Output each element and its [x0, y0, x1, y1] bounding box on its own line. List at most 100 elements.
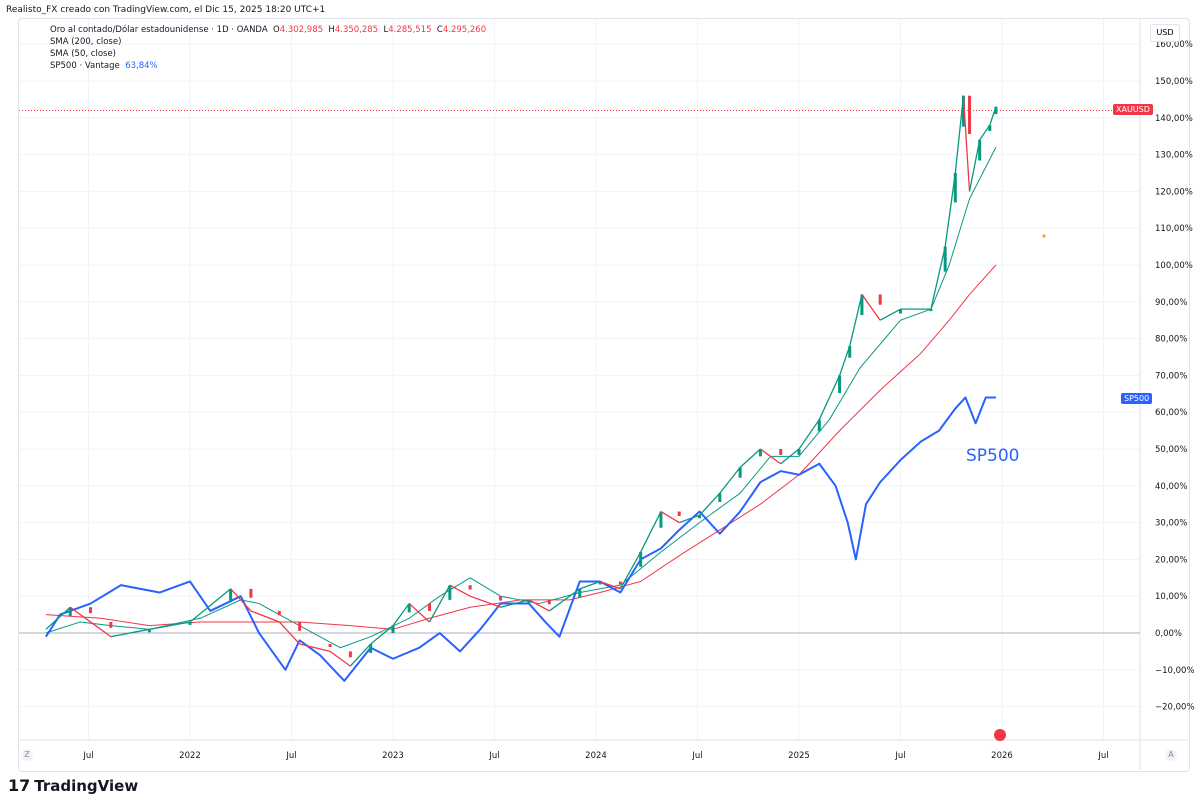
xauusd-candle [797, 449, 801, 455]
xauusd-candle [298, 621, 302, 631]
event-flag-icon [994, 729, 1006, 741]
xauusd-segment [739, 448, 761, 468]
xauusd-candle [369, 644, 373, 653]
xauusd-segment [719, 466, 741, 494]
xauusd-segment [278, 621, 301, 645]
x-tick-label: 2023 [382, 751, 404, 761]
xauusd-candle [929, 309, 933, 312]
xauusd-candle [953, 173, 957, 203]
chart-frame [18, 18, 1190, 772]
y-tick-label: 70,00% [1155, 371, 1187, 381]
xauusd-segment [579, 580, 601, 590]
x-tick-label: Jul [285, 751, 296, 761]
x-tick-label: 2024 [585, 751, 607, 761]
credit-line: Realisto_FX creado con TradingView.com, … [6, 5, 326, 15]
y-tick-label: 30,00% [1155, 519, 1187, 529]
xauusd-segment [780, 448, 800, 465]
sma50-line [45, 147, 997, 649]
xauusd-segment [599, 580, 621, 590]
xauusd-candle [860, 294, 864, 316]
xauusd-candle [779, 449, 783, 455]
xauusd-segment [299, 643, 331, 653]
high-value: 4.350,285 [334, 25, 379, 35]
xauusd-segment [349, 643, 372, 667]
close-value: 4.295,260 [442, 25, 487, 35]
xauusd-candle [988, 125, 992, 132]
xauusd-segment [230, 588, 252, 612]
xauusd-segment [930, 246, 946, 310]
xauusd-candle [89, 607, 93, 614]
xauusd-segment [149, 621, 191, 630]
xauusd-segment [528, 599, 550, 612]
y-tick-label: 20,00% [1155, 555, 1187, 565]
x-tick-label: Jul [1097, 751, 1108, 761]
xauusd-candle [618, 581, 622, 585]
xauusd-candle [738, 467, 742, 478]
zoom-left-button[interactable]: Z [21, 749, 33, 761]
legend-symbol[interactable]: Oro al contado/Dólar estadounidense · 1D… [50, 25, 268, 35]
sp500-price-tag: SP500 [1121, 393, 1153, 404]
xauusd-segment [69, 606, 91, 623]
xauusd-candle [943, 246, 947, 272]
auto-scale-button[interactable]: A [1165, 749, 1177, 761]
y-tick-label: 80,00% [1155, 335, 1187, 345]
xauusd-segment [838, 345, 851, 376]
xauusd-candle [109, 621, 113, 628]
x-tick-label: 2026 [991, 751, 1013, 761]
open-value: 4.302,985 [279, 25, 324, 35]
y-tick-label: 120,00% [1155, 187, 1193, 197]
xauusd-candle [848, 345, 852, 358]
xauusd-candle [899, 309, 902, 314]
xauusd-segment [968, 139, 981, 192]
legend-sp500: SP500 · Vantage [50, 61, 120, 71]
xauusd-segment [370, 625, 394, 645]
xauusd-candle [68, 607, 72, 617]
xauusd-segment [879, 308, 901, 321]
x-tick-label: 2022 [179, 751, 201, 761]
currency-button[interactable]: USD [1150, 24, 1180, 42]
y-tick-label: 100,00% [1155, 261, 1193, 271]
xauusd-candle [598, 581, 602, 585]
xauusd-segment [449, 584, 471, 597]
xauusd-candle [838, 375, 842, 394]
x-tick-label: Jul [691, 751, 702, 761]
xauusd-candle [348, 651, 352, 658]
tradingview-logo[interactable]: 𝟭𝟳 TradingView [8, 776, 138, 795]
sp500-line [45, 396, 996, 682]
xauusd-segment [408, 603, 430, 623]
high-label: H [328, 25, 335, 35]
logo-text: TradingView [34, 777, 139, 795]
xauusd-price-tag: XAUUSD [1113, 104, 1153, 115]
y-tick-label: 90,00% [1155, 298, 1187, 308]
xauusd-candle [407, 603, 411, 613]
xauusd-candle [978, 139, 982, 161]
open-label: O [273, 25, 280, 35]
sp500-annotation: SP500 [966, 446, 1020, 466]
xauusd-candle [468, 585, 472, 590]
xauusd-segment [110, 628, 150, 638]
legend-symbol-row: Oro al contado/Dólar estadounidense · 1D… [50, 24, 486, 36]
legend-sp500-row[interactable]: SP500 · Vantage 63,84% [50, 60, 486, 72]
xauusd-candle [249, 588, 253, 598]
xauusd-segment [699, 492, 721, 516]
legend-sma200[interactable]: SMA (200, close) [50, 37, 122, 47]
y-tick-label: 50,00% [1155, 445, 1187, 455]
xauusd-segment [45, 606, 71, 630]
y-tick-label: 140,00% [1155, 114, 1193, 124]
xauusd-segment [619, 551, 642, 590]
xauusd-segment [679, 514, 700, 524]
y-tick-label: 130,00% [1155, 151, 1193, 161]
legend: Oro al contado/Dólar estadounidense · 1D… [50, 24, 486, 72]
low-value: 4.285,515 [388, 25, 432, 35]
y-tick-label: 10,00% [1155, 592, 1187, 602]
xauusd-segment [798, 419, 820, 450]
close-label: C [436, 25, 443, 35]
xauusd-candle [527, 599, 531, 603]
legend-sma50[interactable]: SMA (50, close) [50, 49, 116, 59]
xauusd-segment [250, 610, 280, 623]
xauusd-segment [962, 95, 971, 192]
xauusd-candle [961, 95, 965, 127]
y-tick-label: −20,00% [1155, 703, 1195, 713]
xauusd-segment [428, 584, 451, 623]
